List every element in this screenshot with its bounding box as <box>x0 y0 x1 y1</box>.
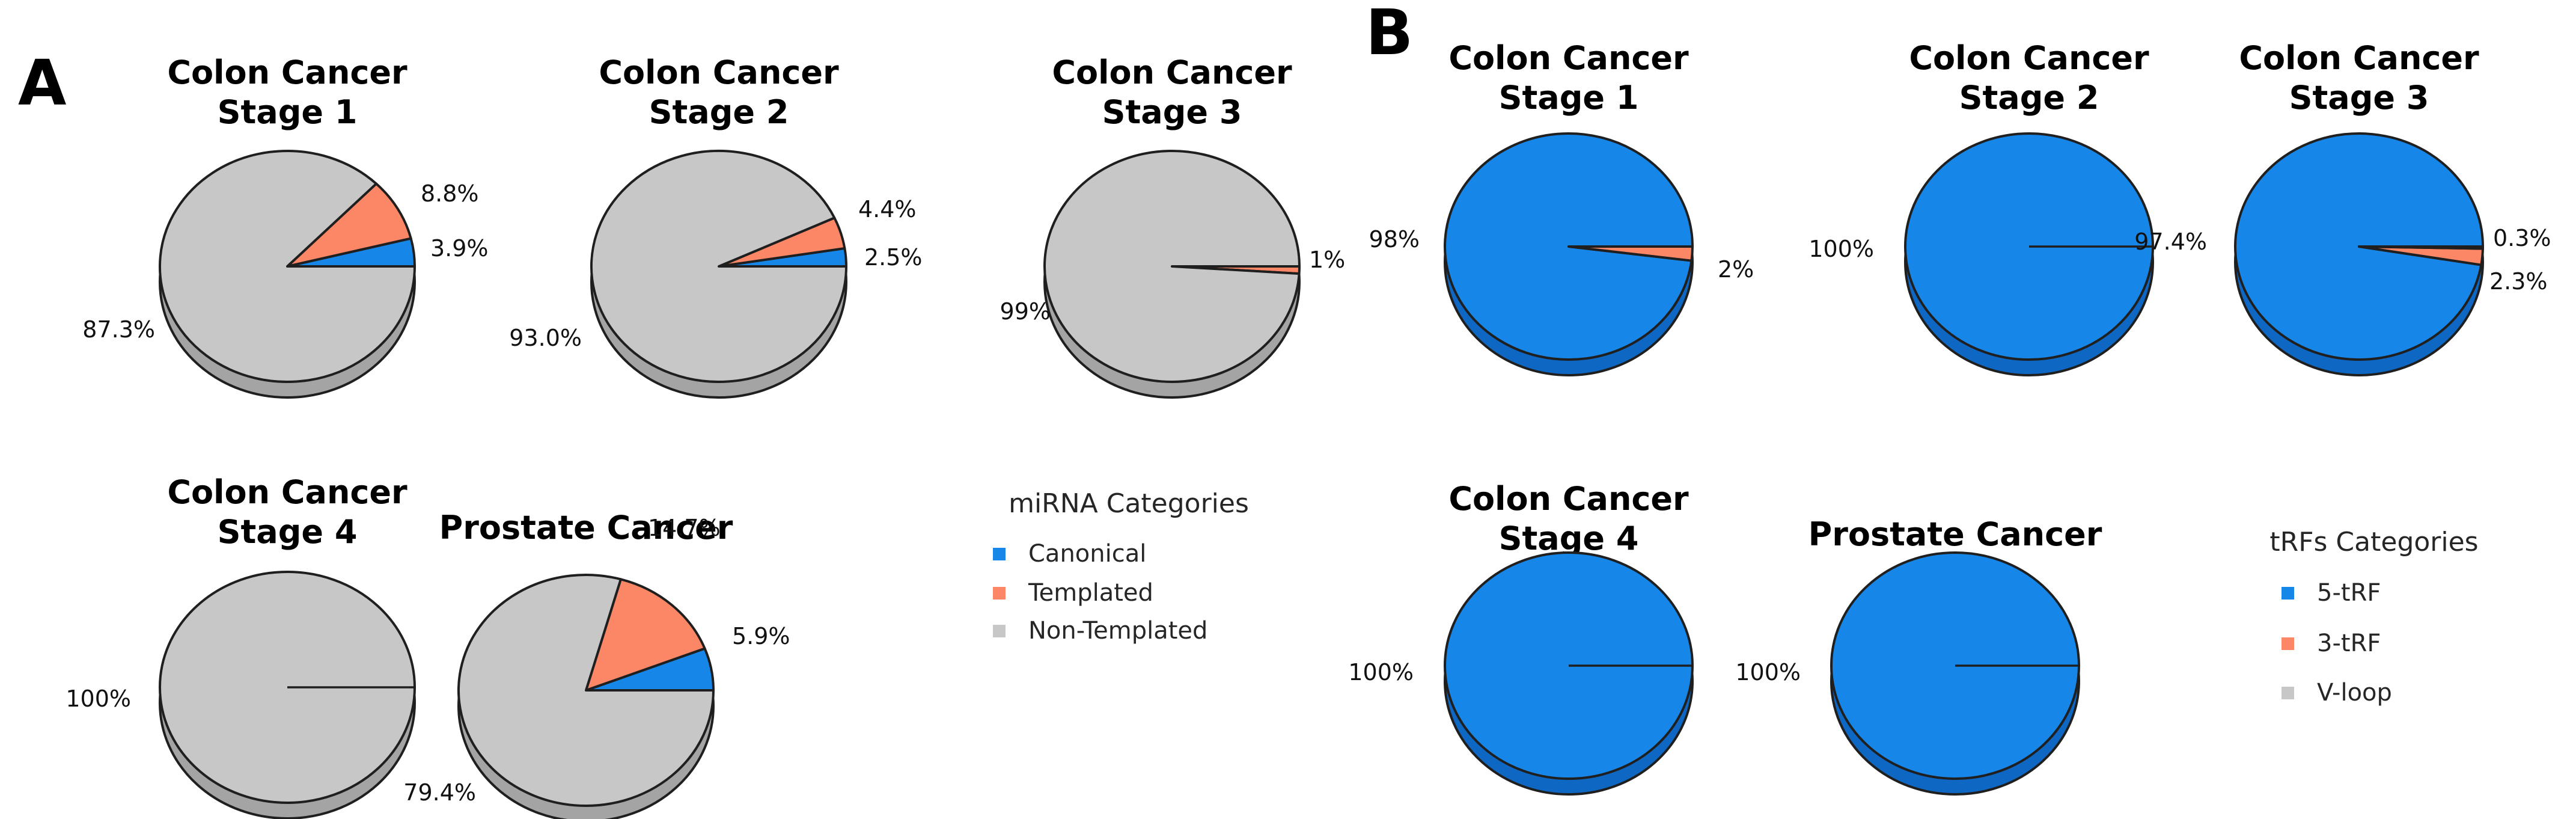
slice-label: 5.9% <box>732 623 790 649</box>
pie-chart-prostate-trf <box>1830 551 2080 796</box>
slice-label: 14.7% <box>648 515 721 541</box>
legend-item-label: Templated <box>1028 579 1153 607</box>
slice-label: 4.4% <box>858 196 917 222</box>
legend-item-non-templated: Non-Templated <box>993 616 1207 645</box>
slice-label: 3.9% <box>430 235 489 262</box>
pie-slice <box>159 150 416 383</box>
pie-title-line: Colon Cancer <box>1052 54 1292 91</box>
pie-title-line: Colon Cancer <box>599 54 839 91</box>
pie-slice <box>1043 150 1301 383</box>
legend-item-label: 3-tRF <box>2317 630 2381 657</box>
slice-label: 2.3% <box>2489 268 2548 295</box>
pie-title-prostate-mirna: Prostate Cancer <box>406 508 766 548</box>
pie-title-line: Stage 3 <box>1102 93 1242 131</box>
legend-mirna-title: miRNA Categories <box>1009 488 1249 519</box>
slice-label: 8.8% <box>421 180 479 207</box>
pie-slice <box>590 150 847 383</box>
legend-item-canonical: Canonical <box>993 539 1146 568</box>
slice-label: 2.5% <box>864 244 923 271</box>
pie-title-line: Colon Cancer <box>167 473 407 511</box>
legend-item-vloop: V-loop <box>2281 678 2392 707</box>
slice-label: 100% <box>1348 659 1414 686</box>
5trf-swatch-icon <box>2281 586 2294 600</box>
slice-label: 98% <box>1369 226 1420 253</box>
slice-label: 100% <box>1735 659 1801 686</box>
pie-title-colon-stage1-trf: Colon Cancer Stage 1 <box>1388 38 1749 118</box>
pie-slice <box>2358 245 2484 250</box>
slice-label: 97.4% <box>2134 229 2207 255</box>
pie-title-colon-stage2-mirna: Colon Cancer Stage 2 <box>539 53 899 132</box>
pie-title-line: Stage 1 <box>217 93 358 131</box>
pie-chart-colon-stage3-mirna <box>1043 150 1301 399</box>
pie-chart-colon-stage4-mirna <box>159 571 416 819</box>
pie-chart-colon-stage1-trf <box>1444 132 1694 376</box>
legend-item-3trf: 3-tRF <box>2281 629 2381 658</box>
pie-chart-colon-stage3-trf <box>2234 132 2484 376</box>
legend-item-label: Canonical <box>1028 540 1147 568</box>
3trf-swatch-icon <box>2281 637 2294 650</box>
pie-title-line: Colon Cancer <box>1448 480 1689 518</box>
slice-label: 79.4% <box>403 779 476 806</box>
pie-slice <box>585 578 706 692</box>
pie-title-colon-stage1-mirna: Colon Cancer Stage 1 <box>107 53 468 132</box>
legend-item-5trf: 5-tRF <box>2281 578 2381 607</box>
legend-item-label: Non-Templated <box>1028 617 1208 645</box>
slice-label: 99% <box>1000 298 1051 325</box>
slice-label: 93.0% <box>509 325 582 351</box>
pie-chart-colon-stage1-mirna <box>159 150 416 399</box>
pie-slice <box>1567 245 1694 262</box>
pie-title-line: Colon Cancer <box>1448 39 1689 77</box>
pie-title-colon-stage4-mirna: Colon Cancer Stage 4 <box>107 473 468 552</box>
pie-chart-colon-stage2-mirna <box>590 150 847 399</box>
pie-chart-colon-stage4-trf <box>1444 551 1694 796</box>
pie-title-line: Stage 1 <box>1498 79 1639 117</box>
slice-label: 87.3% <box>82 316 155 343</box>
pie-title-line: Colon Cancer <box>2239 39 2479 77</box>
pie-title-line: Colon Cancer <box>1909 39 2149 77</box>
pie-title-line: Stage 4 <box>217 513 358 551</box>
pie-title-line: Prostate Cancer <box>439 509 733 547</box>
legend-item-templated: Templated <box>993 578 1153 607</box>
slice-label: 0.3% <box>2493 225 2551 251</box>
pie-title-line: Prostate Cancer <box>1808 515 2102 553</box>
slice-label: 100% <box>66 686 131 712</box>
legend-item-label: V-loop <box>2317 679 2392 707</box>
pie-title-line: Colon Cancer <box>167 54 407 91</box>
pie-title-colon-stage3-mirna: Colon Cancer Stage 3 <box>992 53 1352 132</box>
legend-trf-title: tRFs Categories <box>2269 527 2479 557</box>
pie-chart-colon-stage2-trf <box>1904 132 2154 376</box>
canonical-swatch-icon <box>993 547 1006 560</box>
pie-slice <box>286 182 412 268</box>
non-templated-swatch-icon <box>993 624 1006 637</box>
slice-label: 2% <box>1718 256 1754 283</box>
slice-label: 100% <box>1808 236 1874 262</box>
panel-b-label: B <box>1366 0 1414 69</box>
pie-title-line: Stage 4 <box>1498 520 1639 557</box>
pie-title-line: Stage 3 <box>2289 79 2429 117</box>
pie-title-line: Stage 2 <box>649 93 789 131</box>
slice-label: 1% <box>1309 247 1346 273</box>
pie-title-prostate-trf: Prostate Cancer <box>1775 515 2135 554</box>
pie-title-colon-stage2-trf: Colon Cancer Stage 2 <box>1849 38 2209 118</box>
pie-slice <box>457 574 715 807</box>
legend-item-label: 5-tRF <box>2317 579 2381 607</box>
pie-title-line: Stage 2 <box>1959 79 2099 117</box>
panel-a-label: A <box>18 46 67 120</box>
templated-swatch-icon <box>993 586 1006 600</box>
pie-chart-prostate-mirna <box>457 574 715 819</box>
pie-title-colon-stage4-trf: Colon Cancer Stage 4 <box>1388 479 1749 559</box>
pie-title-colon-stage3-trf: Colon Cancer Stage 3 <box>2179 38 2539 118</box>
vloop-swatch-icon <box>2281 686 2294 699</box>
